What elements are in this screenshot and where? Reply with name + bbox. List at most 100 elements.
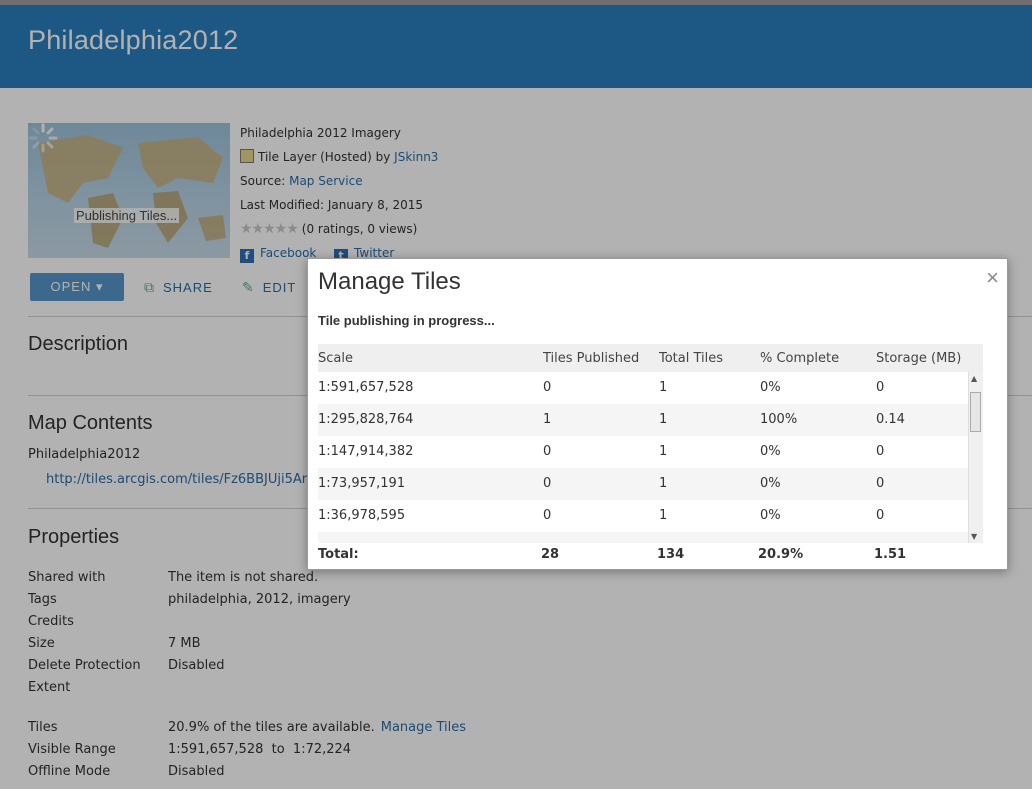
item-type: Tile Layer (Hosted) by bbox=[258, 150, 391, 164]
column-header: % Complete bbox=[760, 351, 840, 366]
table-cell: 1:591,657,528 bbox=[318, 380, 414, 395]
table-cell: 28 bbox=[541, 547, 560, 562]
chevron-down-icon: ▾ bbox=[95, 279, 104, 294]
manage-tiles-link[interactable]: Manage Tiles bbox=[380, 720, 467, 735]
property-value: The item is not shared. bbox=[168, 570, 319, 585]
map-layer-name: Philadelphia2012 bbox=[28, 447, 141, 462]
table-cell: 1 bbox=[659, 508, 668, 523]
dialog-title: Manage Tiles bbox=[318, 268, 461, 295]
manage-tiles-dialog: Manage Tiles × Tile publishing in progre… bbox=[307, 258, 1008, 570]
open-button[interactable]: OPEN ▾ bbox=[30, 273, 124, 301]
column-header: Total Tiles bbox=[659, 351, 724, 366]
share-icon: ⧉ bbox=[144, 279, 155, 295]
property-row: Credits bbox=[28, 614, 728, 636]
owner-link[interactable]: JSkinn3 bbox=[394, 150, 439, 164]
close-icon[interactable]: × bbox=[986, 265, 999, 290]
property-row: Delete Protection Disabled bbox=[28, 658, 728, 680]
facebook-icon[interactable]: f bbox=[240, 249, 254, 263]
property-key: Delete Protection bbox=[28, 658, 141, 673]
property-value: 20.9% of the tiles are available. Manage … bbox=[168, 720, 467, 735]
table-header: Scale Tiles Published Total Tiles % Comp… bbox=[318, 344, 983, 372]
share-button[interactable]: ⧉ SHARE bbox=[144, 279, 213, 295]
edit-button[interactable]: ✎ EDIT bbox=[242, 279, 297, 295]
property-value: 1:591,657,528 to 1:72,224 bbox=[168, 742, 352, 757]
table-cell: 1:147,914,382 bbox=[318, 444, 414, 459]
property-row: Offline Mode Disabled bbox=[28, 764, 728, 786]
table-row-partial bbox=[318, 532, 968, 543]
rating-line: ★★★★★ (0 ratings, 0 views) bbox=[240, 220, 438, 244]
property-key: Visible Range bbox=[28, 742, 116, 757]
property-value: 7 MB bbox=[168, 636, 201, 651]
property-key: Extent bbox=[28, 680, 71, 695]
table-cell: 0 bbox=[543, 444, 552, 459]
table-row: 1:295,828,764 1 1 100% 0.14 bbox=[318, 404, 968, 436]
table-cell: 0% bbox=[760, 476, 781, 491]
publishing-status-text: Tile publishing in progress... bbox=[318, 313, 495, 328]
table-cell: 134 bbox=[657, 547, 685, 562]
table-row: 1:36,978,595 0 1 0% 0 bbox=[318, 500, 968, 532]
property-key: Size bbox=[28, 636, 55, 651]
twitter-link[interactable]: Twitter bbox=[354, 246, 395, 260]
property-key: Tiles bbox=[28, 720, 58, 735]
table-cell: 1 bbox=[659, 476, 668, 491]
world-map-image bbox=[38, 135, 226, 248]
totals-row: Total: 28 134 20.9% 1.51 bbox=[318, 547, 983, 567]
table-row: 1:73,957,191 0 1 0% 0 bbox=[318, 468, 968, 500]
scroll-down-icon[interactable]: ▼ bbox=[971, 532, 978, 541]
property-row: Tiles 20.9% of the tiles are available. M… bbox=[28, 720, 728, 742]
page-header: Philadelphia2012 bbox=[0, 5, 1032, 88]
source-label: Source: bbox=[240, 174, 286, 188]
source-link[interactable]: Map Service bbox=[289, 174, 363, 188]
table-cell: 0% bbox=[760, 508, 781, 523]
top-border bbox=[0, 0, 1032, 5]
service-url-link[interactable]: http://tiles.arcgis.com/tiles/Fz6BBJUji5… bbox=[46, 472, 317, 487]
rating-stars-icon[interactable]: ★★★★★ bbox=[240, 221, 299, 237]
tile-layer-icon bbox=[240, 149, 254, 163]
column-header: Tiles Published bbox=[543, 351, 640, 366]
table-cell: 1:73,957,191 bbox=[318, 476, 406, 491]
scrollbar-thumb[interactable] bbox=[970, 392, 981, 432]
property-row: Tags philadelphia, 2012, imagery bbox=[28, 592, 728, 614]
totals-label: Total: bbox=[318, 547, 359, 562]
property-key: Credits bbox=[28, 614, 74, 629]
source-line: Source: Map Service bbox=[240, 172, 438, 196]
property-key: Shared with bbox=[28, 570, 106, 585]
table-cell: 0 bbox=[543, 476, 552, 491]
table-cell: 0 bbox=[543, 380, 552, 395]
item-type-line: Tile Layer (Hosted) by JSkinn3 bbox=[240, 148, 438, 172]
last-modified: Last Modified: January 8, 2015 bbox=[240, 198, 423, 212]
pencil-icon: ✎ bbox=[242, 279, 255, 295]
column-header: Storage (MB) bbox=[876, 351, 962, 366]
property-row: Extent bbox=[28, 680, 728, 702]
property-key: Tags bbox=[28, 592, 57, 607]
table-cell: 1 bbox=[543, 412, 552, 427]
property-row: Visible Range 1:591,657,528 to 1:72,224 bbox=[28, 742, 728, 764]
properties-heading: Properties bbox=[28, 526, 120, 548]
table-cell: 20.9% bbox=[758, 547, 804, 562]
table-cell: 0% bbox=[760, 444, 781, 459]
tags-link[interactable]: philadelphia, 2012, imagery bbox=[168, 592, 351, 607]
page-title: Philadelphia2012 bbox=[28, 25, 239, 55]
table-cell: 0 bbox=[876, 476, 885, 491]
scroll-up-icon[interactable]: ▲ bbox=[971, 374, 978, 383]
column-header: Scale bbox=[318, 351, 353, 366]
table-cell: 1:295,828,764 bbox=[318, 412, 414, 427]
loading-spinner-icon bbox=[28, 123, 58, 153]
table-cell: 0 bbox=[876, 508, 885, 523]
tiles-table: Scale Tiles Published Total Tiles % Comp… bbox=[318, 344, 983, 562]
description-heading: Description bbox=[28, 333, 129, 355]
table-cell: 1 bbox=[659, 380, 668, 395]
table-cell: 0.14 bbox=[876, 412, 905, 427]
table-cell: 1 bbox=[659, 444, 668, 459]
table-row: 1:147,914,382 0 1 0% 0 bbox=[318, 436, 968, 468]
table-cell: 0 bbox=[876, 380, 885, 395]
table-cell: 0% bbox=[760, 380, 781, 395]
facebook-link[interactable]: Facebook bbox=[260, 246, 317, 260]
table-cell: 1:36,978,595 bbox=[318, 508, 406, 523]
table-row: 1:591,657,528 0 1 0% 0 bbox=[318, 372, 968, 404]
ratings-text: (0 ratings, 0 views) bbox=[301, 222, 418, 236]
table-cell: 0 bbox=[876, 444, 885, 459]
property-key: Offline Mode bbox=[28, 764, 111, 779]
publishing-status: Publishing Tiles... bbox=[74, 208, 180, 223]
table-scrollbar[interactable]: ▲ ▼ bbox=[968, 372, 983, 543]
